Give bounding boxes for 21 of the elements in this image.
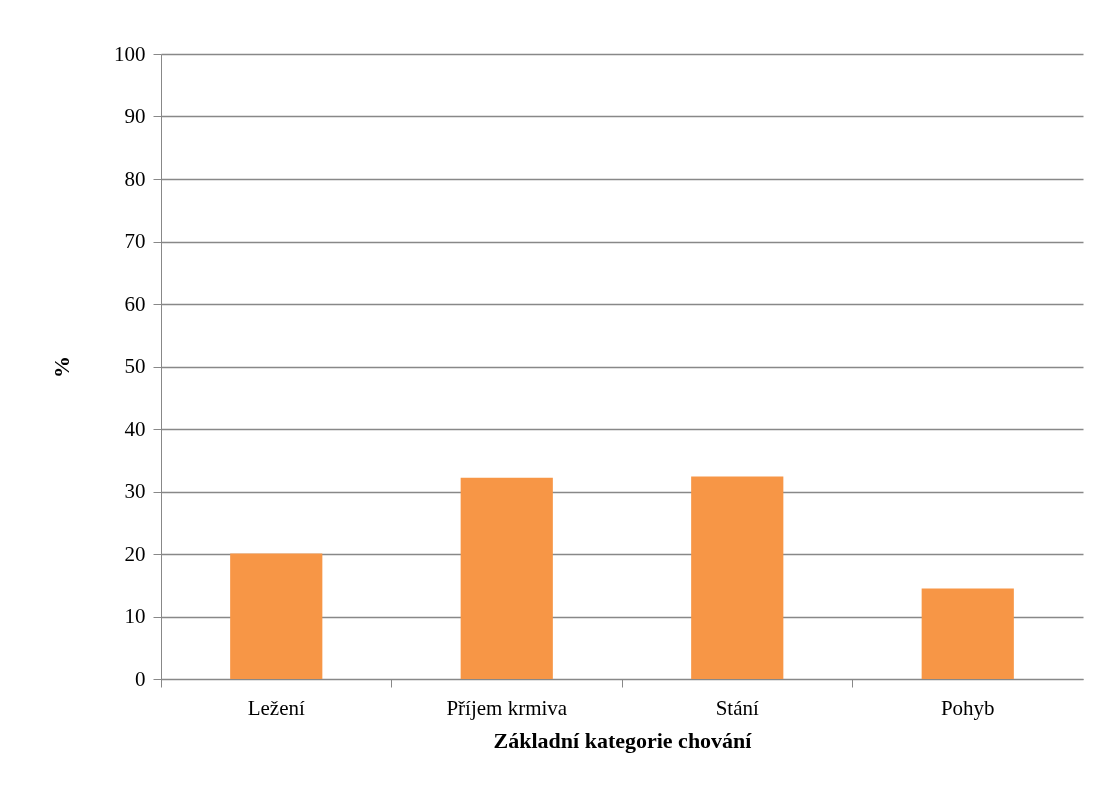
y-tick-label: 40 [124, 416, 146, 441]
y-tick-label: 80 [124, 166, 146, 191]
x-tick-label: Pohyb [940, 695, 995, 720]
y-tick-label: 60 [124, 291, 146, 316]
y-tick-label: 90 [124, 104, 146, 128]
x-tick-label: Stání [715, 695, 759, 720]
y-axis-title: % [49, 356, 74, 378]
bar [460, 477, 553, 679]
bar [921, 588, 1014, 679]
x-axis-title: Základní kategorie chování [493, 727, 753, 753]
bar [230, 553, 323, 679]
x-tick-label: Ležení [247, 695, 305, 720]
bar [691, 476, 784, 679]
y-tick-label: 10 [124, 604, 146, 628]
y-tick-label: 50 [124, 354, 146, 378]
y-tick-label: 20 [124, 541, 146, 566]
y-tick-label: 70 [124, 229, 146, 253]
y-tick-label: 100 [114, 41, 146, 66]
y-tick-label: 0 [135, 666, 146, 691]
x-tick-label: Příjem krmiva [446, 695, 568, 720]
y-tick-label: 30 [124, 479, 146, 503]
